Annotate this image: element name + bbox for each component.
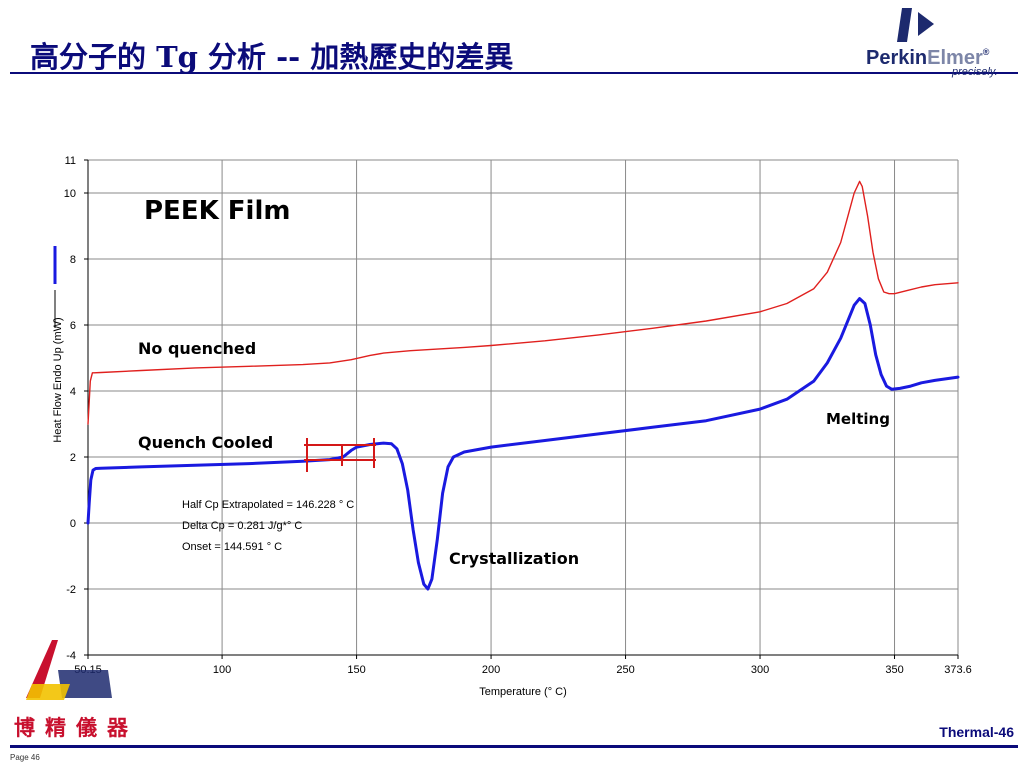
page-number: Page 46	[10, 753, 40, 762]
y-tick-label: 10	[64, 188, 76, 200]
half-cp-text: Half Cp Extrapolated = 146.228 ° C	[182, 499, 354, 511]
y-tick-label: 0	[70, 518, 76, 530]
y-tick-label: 11	[65, 155, 76, 167]
grid-lines	[84, 159, 959, 659]
brand-name-a: Perkin	[866, 47, 928, 69]
x-tick-label: 200	[482, 664, 500, 676]
brand-name-b: Elmer	[927, 47, 983, 69]
brand-name: PerkinElmer®	[866, 47, 989, 70]
brand-tagline: precisely.	[952, 66, 998, 78]
y-tick-label: 8	[70, 254, 76, 266]
no-quenched-label: No quenched	[138, 339, 256, 358]
y-tick-label: -4	[66, 650, 76, 662]
delta-cp-text: Delta Cp = 0.281 J/g*° C	[182, 520, 302, 532]
company-logo	[26, 640, 112, 700]
series-lines	[86, 180, 960, 591]
slide-code: Thermal-46	[939, 724, 1014, 740]
chart-title: PEEK Film	[144, 196, 290, 226]
x-tick-label: 150	[347, 664, 365, 676]
dsc-chart: 50.15100150200250300350373.6-4-202468101…	[52, 155, 972, 698]
logo-blue-shape	[58, 670, 112, 698]
title-rule	[10, 72, 1018, 74]
x-tick-label: 250	[616, 664, 634, 676]
y-tick-label: 6	[70, 320, 76, 332]
onset-text: Onset = 144.591 ° C	[182, 541, 282, 553]
series-line-quench-cooled	[86, 297, 960, 591]
perkinelmer-logo	[897, 8, 934, 42]
x-axis-label: Temperature (° C)	[479, 686, 567, 698]
y-tick-label: -2	[66, 584, 76, 596]
x-tick-label: 300	[751, 664, 769, 676]
x-tick-label: 350	[885, 664, 903, 676]
slide-title: 高分子的 Tg 分析 -- 加熱歷史的差異	[30, 40, 514, 74]
tg-analysis-markers	[304, 438, 376, 472]
crystallization-label: Crystallization	[449, 549, 579, 568]
y-tick-label: 2	[70, 452, 76, 464]
plot-background	[88, 160, 958, 655]
bottom-rule	[10, 745, 1018, 748]
quench-cooled-label: Quench Cooled	[138, 433, 273, 452]
x-tick-label: 373.6	[944, 664, 972, 676]
logo-bar	[897, 8, 912, 42]
melting-label: Melting	[826, 410, 890, 428]
brand-registered-mark: ®	[982, 47, 990, 57]
y-axis-label: Heat Flow Endo Up (mW)	[52, 317, 64, 442]
x-tick-label: 100	[213, 664, 231, 676]
logo-red-shape	[26, 640, 58, 698]
logo-yellow-shape	[26, 684, 70, 700]
series-line-no-quenched	[87, 180, 959, 425]
y-tick-label: 4	[70, 386, 76, 398]
company-name: 博精儀器	[14, 715, 138, 740]
logo-triangle	[918, 12, 934, 36]
tick-labels: 50.15100150200250300350373.6-4-202468101…	[64, 155, 972, 676]
